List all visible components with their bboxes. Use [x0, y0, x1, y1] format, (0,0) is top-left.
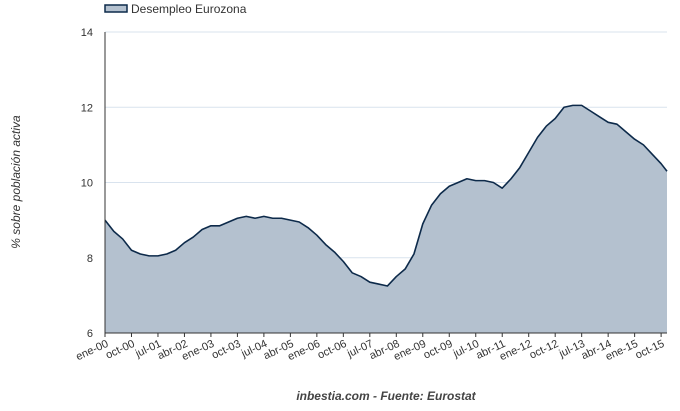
y-tick-label: 8	[87, 253, 93, 265]
x-tick-label: oct-03	[210, 338, 243, 362]
series-line	[104, 104, 668, 287]
y-tick-label: 10	[81, 178, 93, 190]
y-tick-labels: 6 8 10 12 14	[81, 27, 93, 340]
legend-swatch	[104, 4, 128, 13]
y-tick-label: 14	[81, 27, 93, 39]
x-tick-label: oct-15	[634, 338, 667, 362]
x-tick-label: oct-09	[422, 338, 455, 362]
y-tick-label: 6	[87, 328, 93, 340]
x-tick-label: oct-06	[316, 338, 349, 362]
y-axis-label: % sobre población activa	[9, 115, 23, 249]
x-tick-label: oct-00	[104, 338, 137, 362]
series-area	[105, 105, 667, 334]
series-layer	[104, 104, 668, 334]
legend-label: Desempleo Eurozona	[131, 2, 247, 16]
legend[interactable]: Desempleo Eurozona	[104, 2, 247, 16]
x-tick-labels: ene-00oct-00jul-01abr-02ene-03oct-03jul-…	[74, 333, 666, 363]
y-tick-label: 12	[81, 102, 93, 114]
source-note: inbestia.com - Fuente: Eurostat	[296, 389, 476, 403]
axes	[104, 32, 667, 334]
x-tick-label: oct-12	[528, 338, 561, 362]
